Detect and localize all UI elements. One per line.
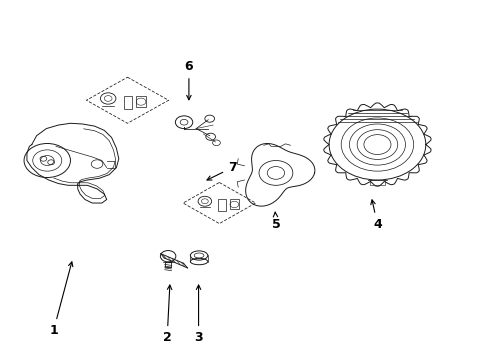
Text: 1: 1	[49, 262, 73, 337]
Text: 6: 6	[184, 60, 193, 100]
Bar	[218, 199, 225, 211]
Text: 5: 5	[271, 212, 280, 231]
Bar	[136, 96, 145, 107]
Bar	[229, 199, 238, 210]
Bar	[123, 96, 132, 109]
Text: 2: 2	[163, 285, 171, 344]
Text: 4: 4	[370, 200, 381, 231]
Text: 7: 7	[206, 161, 236, 180]
Text: 3: 3	[194, 285, 203, 344]
